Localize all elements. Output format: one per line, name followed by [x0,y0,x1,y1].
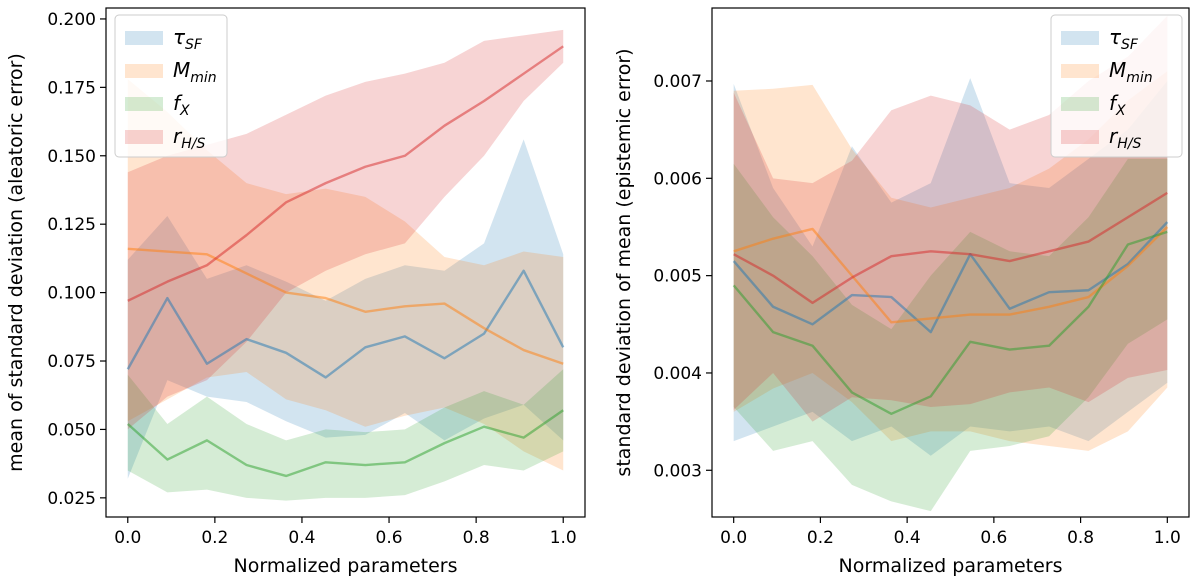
y-tick-label: 0.050 [47,420,96,440]
legend: τSF Mmin fX rH/S [1050,14,1183,158]
legend: τSF Mmin fX rH/S [114,14,228,158]
legend-swatch [125,64,163,78]
legend-label: rH/S [173,124,205,152]
x-tick-label: 1.0 [550,528,577,548]
y-tick-label: 0.125 [47,215,96,235]
line-sf [732,221,1169,334]
line-min [127,247,564,365]
legend-label: fX [173,91,190,119]
legend-swatch [1061,97,1099,111]
band-sf [127,139,564,479]
y-tick-label: 0.150 [47,147,96,167]
plot-area [126,29,565,501]
panel-epistemic: 0.0 0.2 0.4 0.6 0.8 1.0 0.003 0.004 0.005 0.006 0.… [613,7,1190,577]
line-min [733,226,1169,324]
x-tick-label: 0.8 [1067,528,1094,548]
band-x [127,369,564,501]
axes-frame [105,7,586,518]
legend-label: fX [1109,91,1126,119]
x-tick-label: 1.0 [1154,528,1181,548]
legend-label: Mmin [173,58,217,86]
x-tick-label: 0.4 [894,528,921,548]
band-hs [127,29,564,430]
legend-label: τSF [173,25,203,53]
x-tick-label: 0.2 [807,528,834,548]
line-sf [126,269,565,379]
y-tick-label: 0.007 [653,72,702,92]
y-tick-label: 0.200 [47,10,96,30]
legend-swatch [125,97,163,111]
y-tick-label: 0.075 [47,352,96,372]
line-x [732,230,1168,416]
legend-swatch [125,130,163,144]
axes-frame [711,7,1190,518]
y-axis-label: standard deviation of mean (epistemic er… [613,48,635,476]
line-hs [127,45,564,302]
band-min [127,79,564,471]
y-tick-label: 0.004 [653,364,702,384]
x-tick-label: 0.0 [114,528,141,548]
x-axis-label: Normalized parameters [234,555,458,577]
x-tick-label: 0.4 [288,528,315,548]
panel-aleatoric: 0.0 0.2 0.4 0.6 0.8 1.0 0.025 0.050 0.075 0.100 0.… [5,7,586,577]
legend-box [1050,14,1183,158]
x-axis-label: Normalized parameters [839,555,1063,577]
x-tick-label: 0.6 [980,528,1007,548]
legend-swatch [1061,64,1099,78]
y-axis-label: mean of standard deviation (aleatoric er… [5,53,27,472]
legend-label: rH/S [1109,124,1141,152]
band-sf [733,78,1168,456]
legend-label: Mmin [1109,58,1153,86]
legend-swatch [1061,31,1099,45]
x-tick-label: 0.0 [720,528,747,548]
x-tick-label: 0.6 [376,528,403,548]
legend-swatch [125,31,163,45]
y-tick-label: 0.100 [47,284,96,304]
legend-swatch [1061,130,1099,144]
y-tick-label: 0.003 [653,461,702,481]
y-tick-label: 0.006 [653,169,702,189]
legend-label: τSF [1109,25,1139,53]
legend-box [114,14,228,158]
y-tick-label: 0.005 [653,267,702,287]
line-x [126,409,564,478]
band-min [733,71,1168,451]
x-tick-label: 0.8 [463,528,490,548]
x-tick-label: 0.2 [201,528,228,548]
y-tick-label: 0.175 [47,78,96,98]
line-hs [733,191,1168,305]
band-x [733,158,1168,512]
y-tick-label: 0.025 [47,489,96,509]
